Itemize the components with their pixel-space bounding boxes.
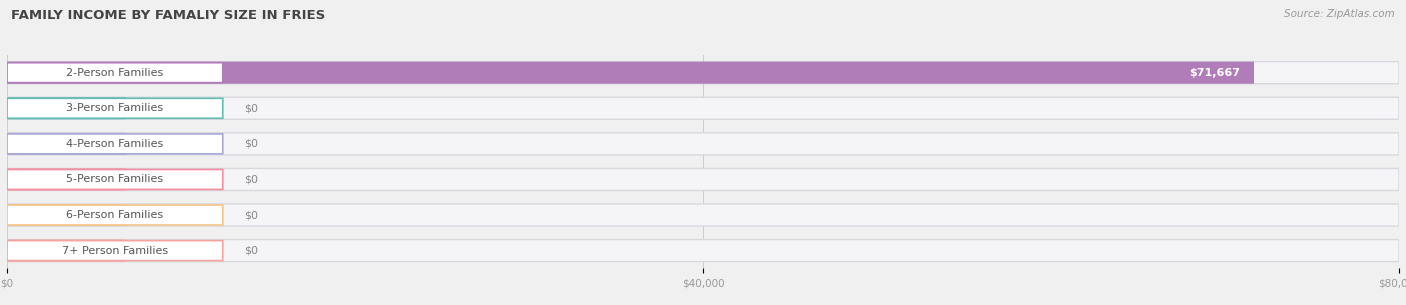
FancyBboxPatch shape [7, 240, 1399, 262]
FancyBboxPatch shape [7, 168, 1399, 190]
FancyBboxPatch shape [7, 97, 1399, 119]
FancyBboxPatch shape [7, 62, 1399, 84]
FancyBboxPatch shape [7, 204, 1399, 226]
Text: 2-Person Families: 2-Person Families [66, 68, 163, 78]
FancyBboxPatch shape [7, 133, 1399, 155]
FancyBboxPatch shape [7, 133, 125, 155]
Text: Source: ZipAtlas.com: Source: ZipAtlas.com [1284, 9, 1395, 19]
FancyBboxPatch shape [7, 204, 125, 226]
Text: $0: $0 [243, 103, 257, 113]
Text: 7+ Person Families: 7+ Person Families [62, 246, 167, 256]
FancyBboxPatch shape [7, 205, 222, 225]
Text: $71,667: $71,667 [1189, 68, 1240, 78]
FancyBboxPatch shape [7, 62, 1254, 84]
Text: 3-Person Families: 3-Person Families [66, 103, 163, 113]
FancyBboxPatch shape [7, 98, 222, 118]
Text: FAMILY INCOME BY FAMALIY SIZE IN FRIES: FAMILY INCOME BY FAMALIY SIZE IN FRIES [11, 9, 326, 22]
FancyBboxPatch shape [7, 168, 125, 190]
FancyBboxPatch shape [7, 170, 222, 189]
FancyBboxPatch shape [7, 97, 125, 119]
FancyBboxPatch shape [7, 240, 125, 262]
FancyBboxPatch shape [7, 241, 222, 260]
Text: 6-Person Families: 6-Person Families [66, 210, 163, 220]
Text: 4-Person Families: 4-Person Families [66, 139, 163, 149]
Text: $0: $0 [243, 246, 257, 256]
Text: $0: $0 [243, 210, 257, 220]
Text: $0: $0 [243, 174, 257, 185]
FancyBboxPatch shape [7, 134, 222, 154]
Text: 5-Person Families: 5-Person Families [66, 174, 163, 185]
FancyBboxPatch shape [7, 63, 222, 83]
Text: $0: $0 [243, 139, 257, 149]
